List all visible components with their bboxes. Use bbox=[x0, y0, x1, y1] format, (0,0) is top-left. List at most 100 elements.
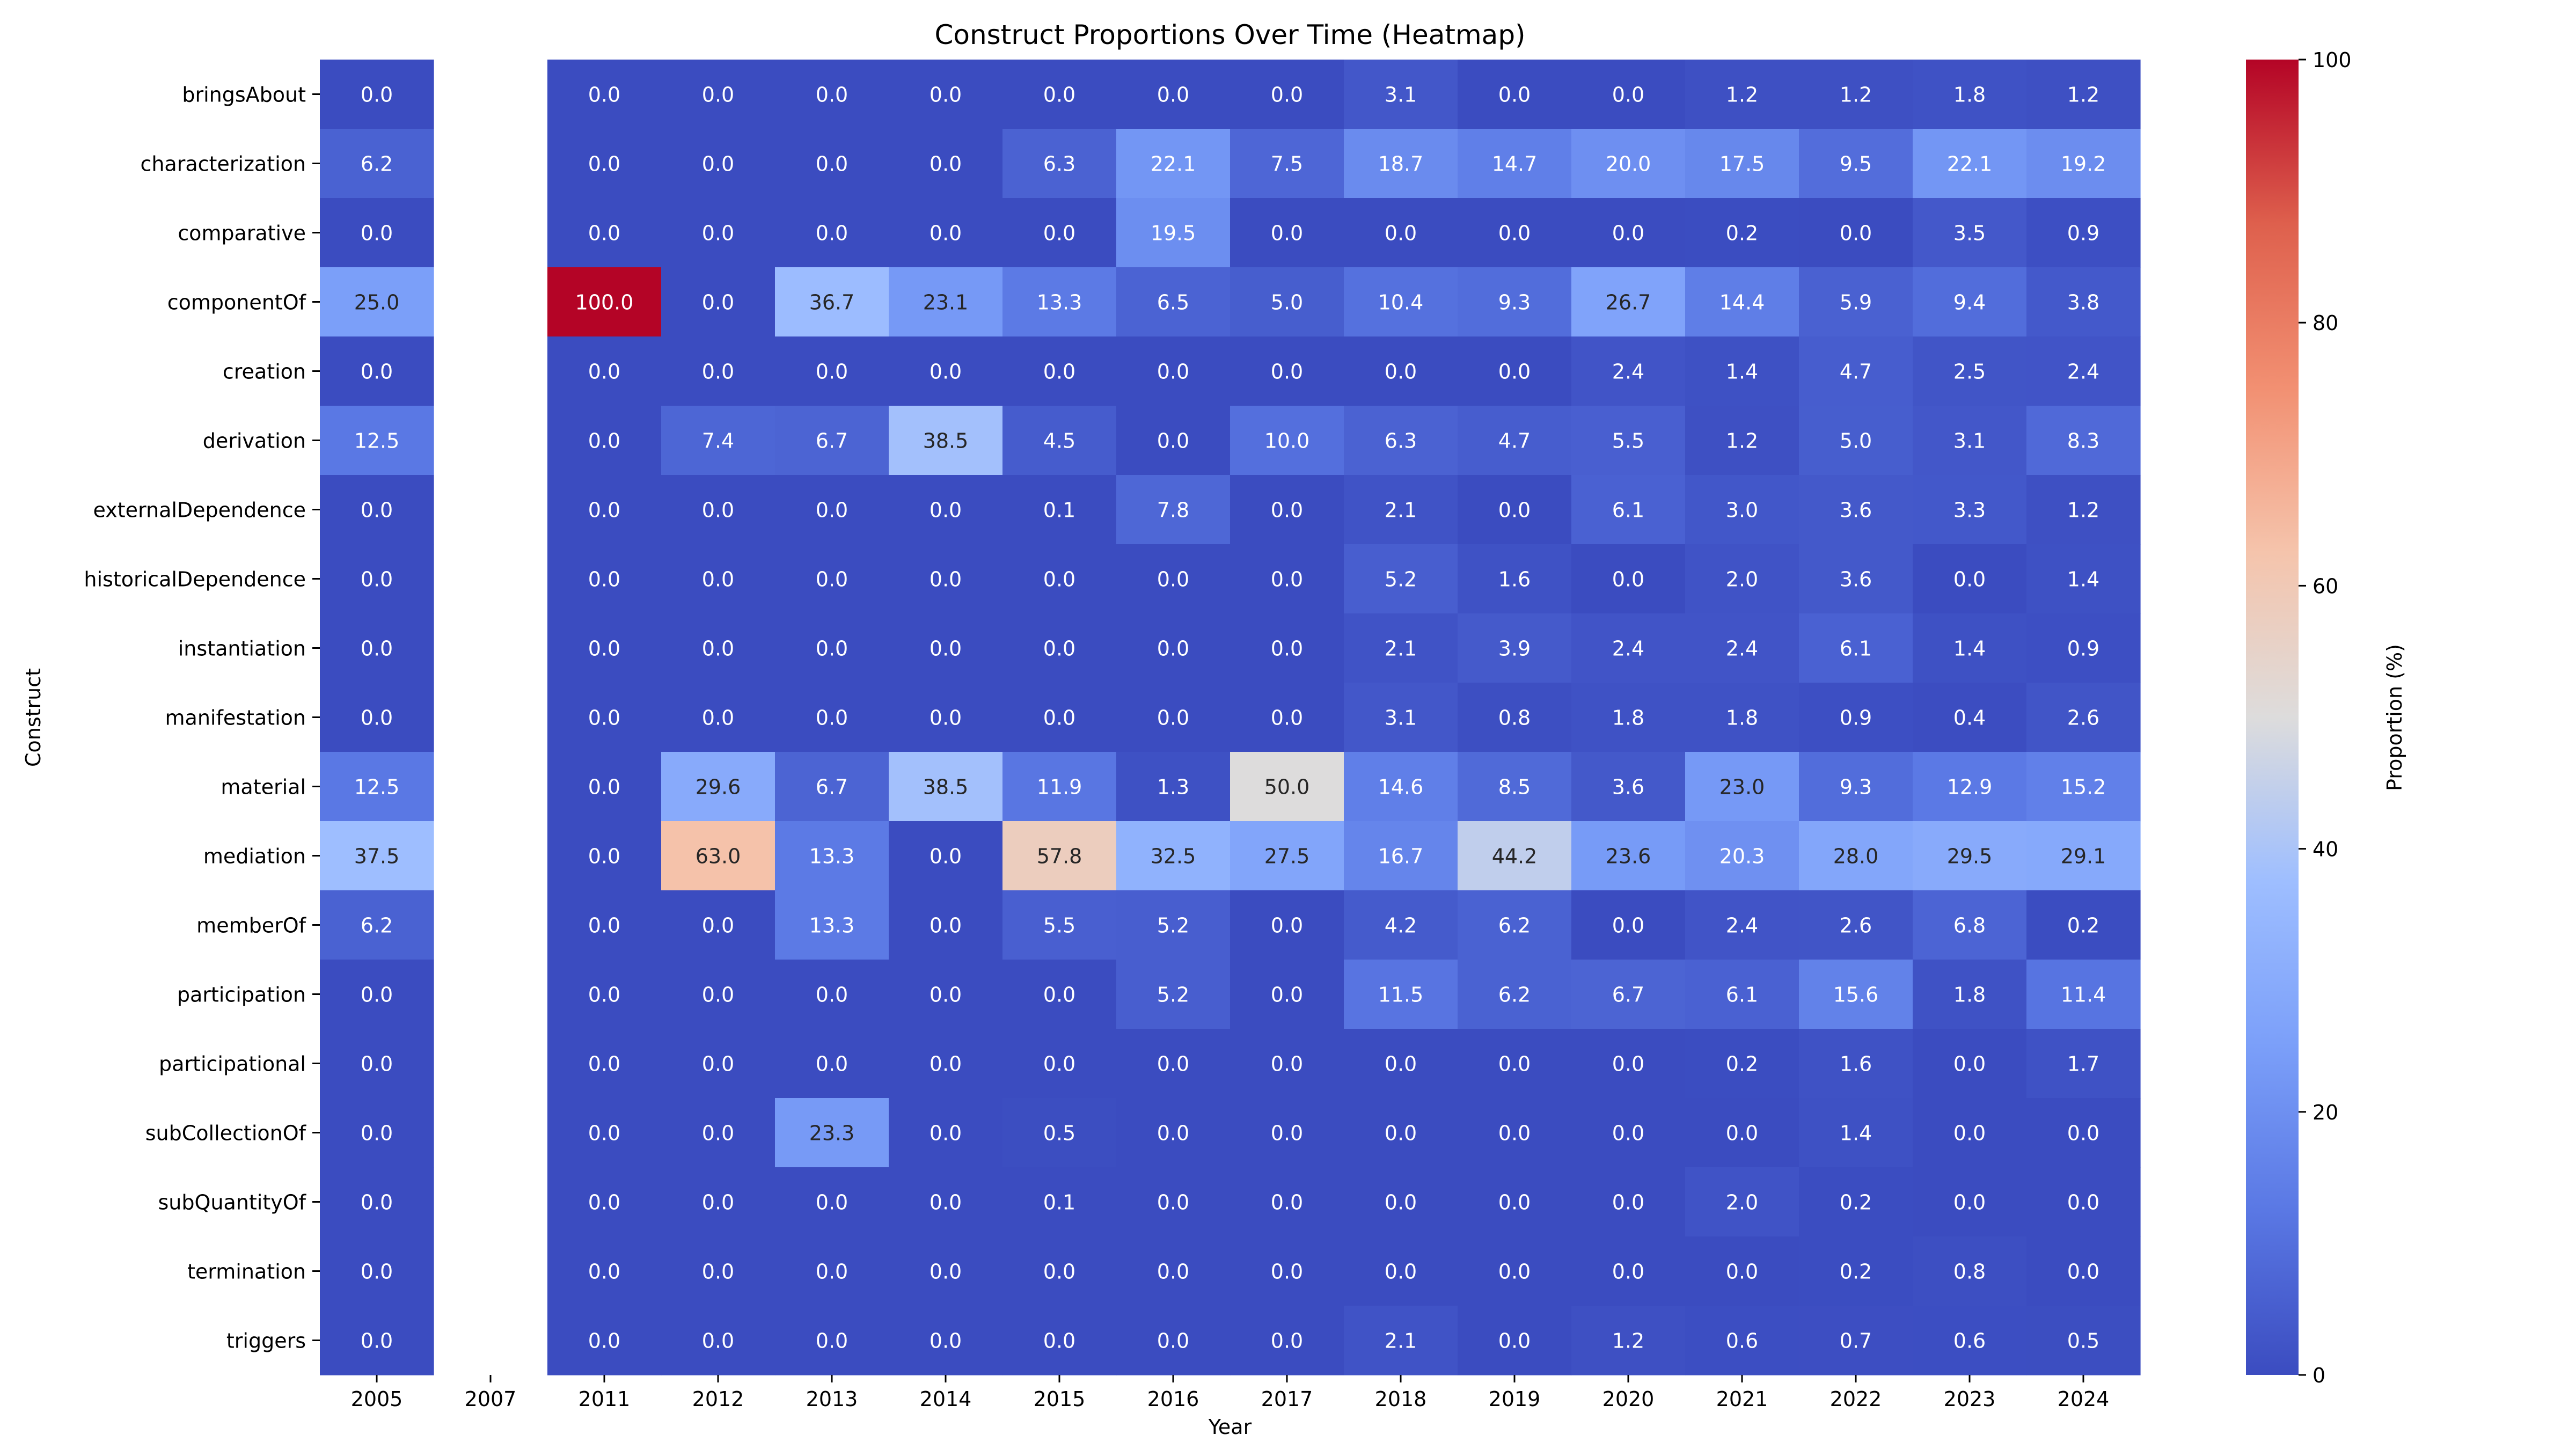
cell-value-label: 0.0 bbox=[816, 1260, 848, 1284]
cell-value-label: 1.3 bbox=[1157, 775, 1189, 799]
cell-value-label: 10.0 bbox=[1264, 429, 1310, 453]
cell-value-label: 0.0 bbox=[1385, 1260, 1417, 1284]
heatmap-cell bbox=[1571, 1029, 1686, 1099]
heatmap-cell bbox=[1913, 60, 2027, 129]
cell-value-label: 6.7 bbox=[816, 429, 848, 453]
heatmap-cell bbox=[1458, 406, 1572, 475]
heatmap-cell bbox=[1799, 1029, 1913, 1099]
heatmap-cell bbox=[547, 129, 662, 199]
cell-value-label: 26.7 bbox=[1606, 291, 1651, 314]
heatmap-cell bbox=[1344, 1167, 1458, 1237]
cell-value-label: 2.4 bbox=[2067, 360, 2099, 384]
heatmap-cell bbox=[1458, 544, 1572, 614]
cell-value-label: 17.5 bbox=[1719, 152, 1765, 176]
heatmap-cell bbox=[1002, 890, 1117, 960]
heatmap-cell bbox=[1002, 544, 1117, 614]
heatmap-cell bbox=[1116, 1098, 1231, 1168]
heatmap-cell bbox=[775, 683, 889, 752]
heatmap-cell bbox=[1458, 960, 1572, 1029]
heatmap-cell bbox=[1685, 198, 1799, 268]
y-tick-label: characterization bbox=[140, 152, 306, 176]
cell-value-label: 0.0 bbox=[1157, 706, 1189, 730]
cell-value-label: 0.0 bbox=[588, 1191, 620, 1214]
cell-value-label: 0.0 bbox=[588, 83, 620, 107]
heatmap-cell bbox=[1002, 1029, 1117, 1099]
cell-value-label: 0.0 bbox=[930, 1329, 962, 1353]
cell-value-label: 6.2 bbox=[361, 914, 393, 938]
heatmap-cell bbox=[320, 1236, 434, 1306]
heatmap-cell bbox=[661, 821, 775, 891]
y-tick-label: mediation bbox=[203, 845, 306, 868]
cell-value-label: 0.0 bbox=[1385, 1052, 1417, 1076]
cell-value-label: 1.8 bbox=[1953, 983, 1986, 1007]
y-tick-label: subCollectionOf bbox=[145, 1122, 307, 1145]
x-tick-label: 2019 bbox=[1489, 1387, 1541, 1411]
y-tick-label: subQuantityOf bbox=[158, 1191, 307, 1214]
heatmap-cell bbox=[1116, 752, 1231, 822]
cell-value-label: 0.0 bbox=[930, 152, 962, 176]
cell-value-label: 13.3 bbox=[1037, 291, 1082, 314]
cell-value-label: 0.0 bbox=[588, 1260, 620, 1284]
x-tick-label: 2011 bbox=[579, 1387, 631, 1411]
cell-value-label: 0.0 bbox=[930, 1191, 962, 1214]
cell-value-label: 0.0 bbox=[588, 360, 620, 384]
heatmap-cell bbox=[2026, 198, 2141, 268]
heatmap-cell bbox=[775, 1029, 889, 1099]
colorbar-tick-label: 100 bbox=[2312, 48, 2352, 72]
cell-value-label: 4.7 bbox=[1840, 360, 1872, 384]
cell-value-label: 0.0 bbox=[361, 637, 393, 661]
cell-value-label: 0.0 bbox=[1271, 914, 1303, 938]
cell-value-label: 0.0 bbox=[1043, 983, 1075, 1007]
heatmap-cell bbox=[775, 613, 889, 683]
heatmap-cell bbox=[1458, 1167, 1572, 1237]
cell-value-label: 0.0 bbox=[361, 706, 393, 730]
heatmap-cell bbox=[1571, 129, 1686, 199]
heatmap-cell bbox=[775, 1167, 889, 1237]
cell-value-label: 11.5 bbox=[1378, 983, 1424, 1007]
cell-value-label: 6.1 bbox=[1840, 637, 1872, 661]
heatmap-cell bbox=[1230, 683, 1344, 752]
cell-value-label: 16.7 bbox=[1378, 845, 1424, 868]
cell-value-label: 14.6 bbox=[1378, 775, 1424, 799]
heatmap-cell bbox=[1002, 613, 1117, 683]
cell-value-label: 0.0 bbox=[702, 637, 734, 661]
cell-value-label: 0.0 bbox=[1498, 1191, 1531, 1214]
heatmap-cell bbox=[1116, 267, 1231, 337]
y-tick-label: manifestation bbox=[165, 706, 306, 730]
cell-value-label: 0.0 bbox=[588, 568, 620, 591]
heatmap-cell bbox=[889, 752, 1003, 822]
heatmap-cell bbox=[1116, 1029, 1231, 1099]
cell-value-label: 29.1 bbox=[2061, 845, 2106, 868]
cell-value-label: 0.0 bbox=[1157, 360, 1189, 384]
heatmap-cell bbox=[1913, 613, 2027, 683]
cell-value-label: 0.0 bbox=[1157, 1329, 1189, 1353]
cell-value-label: 2.4 bbox=[1726, 637, 1758, 661]
heatmap-cell bbox=[1685, 267, 1799, 337]
cell-value-label: 0.0 bbox=[816, 1052, 848, 1076]
heatmap-cell bbox=[320, 198, 434, 268]
cell-value-label: 0.0 bbox=[1840, 222, 1872, 245]
heatmap-cell bbox=[1344, 890, 1458, 960]
heatmap-cell bbox=[2026, 60, 2141, 129]
heatmap-cell bbox=[320, 1167, 434, 1237]
heatmap-cell bbox=[775, 544, 889, 614]
heatmap-cell bbox=[775, 890, 889, 960]
cell-value-label: 0.0 bbox=[361, 1260, 393, 1284]
cell-value-label: 10.4 bbox=[1378, 291, 1424, 314]
cell-value-label: 0.0 bbox=[930, 983, 962, 1007]
heatmap-cell bbox=[1344, 960, 1458, 1029]
cell-value-label: 0.0 bbox=[1612, 222, 1644, 245]
cell-value-label: 63.0 bbox=[696, 845, 741, 868]
cell-value-label: 28.0 bbox=[1833, 845, 1879, 868]
heatmap-cell bbox=[661, 267, 775, 337]
cell-value-label: 0.0 bbox=[1157, 568, 1189, 591]
heatmap-cell bbox=[1685, 890, 1799, 960]
cell-value-label: 20.3 bbox=[1719, 845, 1765, 868]
heatmap-cell bbox=[1799, 683, 1913, 752]
y-tick-label: creation bbox=[223, 360, 306, 384]
y-axis: bringsAbout characterization comparative co… bbox=[84, 83, 320, 1353]
cell-value-label: 2.0 bbox=[1726, 568, 1758, 591]
heatmap-cell bbox=[320, 1029, 434, 1099]
heatmap-cell bbox=[1685, 475, 1799, 545]
heatmap-cell bbox=[1913, 544, 2027, 614]
